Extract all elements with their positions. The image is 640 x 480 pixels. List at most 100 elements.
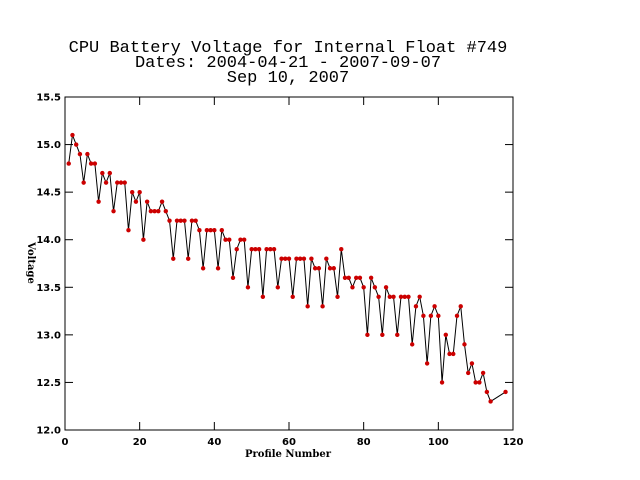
data-point <box>197 228 202 233</box>
data-point <box>111 208 116 214</box>
data-point <box>234 247 239 252</box>
data-point <box>189 218 195 223</box>
y-tick-label: 15.0 <box>36 140 61 151</box>
data-point <box>238 237 243 242</box>
data-point <box>77 151 83 157</box>
data-point <box>275 285 280 290</box>
data-point <box>451 351 456 357</box>
data-point <box>368 275 374 280</box>
data-point <box>171 256 176 261</box>
data-point <box>74 142 79 147</box>
data-point <box>286 256 292 261</box>
data-point <box>144 199 150 204</box>
data-point <box>503 389 508 395</box>
x-tick-label: 120 <box>503 437 524 448</box>
data-point <box>66 161 71 166</box>
data-point <box>480 370 486 376</box>
data-point <box>354 275 359 280</box>
data-point <box>260 294 266 299</box>
data-point <box>242 237 247 242</box>
data-point <box>122 180 127 185</box>
data-point <box>245 285 251 290</box>
data-point <box>107 170 113 176</box>
data-point <box>305 304 310 309</box>
data-point <box>268 247 273 252</box>
data-point <box>424 361 430 366</box>
data-point <box>324 256 329 261</box>
data-point <box>200 266 206 271</box>
data-point <box>391 294 396 299</box>
data-point <box>365 332 370 338</box>
data-point <box>152 208 157 214</box>
x-tick-label: 100 <box>428 437 449 448</box>
data-point <box>466 370 471 376</box>
data-point <box>350 285 355 290</box>
x-tick-label: 60 <box>282 437 296 448</box>
data-point <box>346 275 351 280</box>
data-point <box>380 332 385 338</box>
x-tick-label: 20 <box>133 437 147 448</box>
data-point <box>249 247 254 252</box>
y-tick-label: 12.0 <box>36 426 61 437</box>
y-tick-label: 14.5 <box>36 188 61 199</box>
data-point <box>413 304 419 309</box>
y-tick-label: 12.5 <box>36 378 61 389</box>
data-point <box>178 218 183 223</box>
data-point <box>462 342 467 347</box>
y-axis-label: Voltage <box>25 241 36 284</box>
data-point <box>443 332 448 338</box>
x-tick-label: 40 <box>207 437 221 448</box>
chart-date: Sep 10, 2007 <box>227 69 349 88</box>
data-point <box>421 313 426 319</box>
data-point <box>488 399 493 404</box>
data-point <box>208 228 213 233</box>
data-point <box>219 228 224 233</box>
data-point <box>230 275 236 280</box>
data-point <box>316 266 322 271</box>
data-point <box>406 294 411 299</box>
y-tick-label: 15.5 <box>36 93 61 104</box>
data-point <box>477 380 482 385</box>
data-point <box>361 285 366 290</box>
data-point <box>458 304 463 309</box>
data-point <box>454 313 460 319</box>
data-point <box>432 304 437 309</box>
x-axis-label: Profile Number <box>245 449 332 460</box>
data-point <box>357 275 363 280</box>
data-point <box>137 189 142 195</box>
data-point <box>428 313 434 319</box>
data-point <box>141 237 146 242</box>
data-point <box>115 180 120 185</box>
data-point <box>253 247 258 252</box>
data-point <box>312 266 318 271</box>
data-point <box>174 218 180 223</box>
data-point <box>204 228 210 233</box>
y-tick-label: 13.0 <box>36 330 61 341</box>
data-point <box>294 256 299 261</box>
data-point <box>320 304 325 309</box>
data-point <box>331 266 336 271</box>
data-point <box>215 266 221 271</box>
data-point <box>339 247 344 252</box>
data-point <box>290 294 295 299</box>
data-point <box>103 180 109 185</box>
data-point <box>167 218 172 223</box>
data-point <box>148 208 154 214</box>
data-point <box>182 218 187 223</box>
data-point <box>484 389 490 395</box>
data-point <box>372 285 378 290</box>
data-point <box>163 208 168 214</box>
data-point <box>402 294 407 299</box>
data-point <box>473 380 478 385</box>
data-point <box>383 285 389 290</box>
data-point <box>301 256 307 261</box>
x-tick-label: 0 <box>62 437 69 448</box>
x-tick-label: 80 <box>357 437 371 448</box>
chart-subtitle: Dates: 2004-04-21 - 2007-09-07 <box>135 54 441 73</box>
data-point <box>327 266 333 271</box>
data-point <box>126 228 131 233</box>
y-tick-label: 13.5 <box>36 283 61 294</box>
data-point <box>410 342 415 347</box>
data-point <box>279 256 284 261</box>
data-point <box>227 237 232 242</box>
